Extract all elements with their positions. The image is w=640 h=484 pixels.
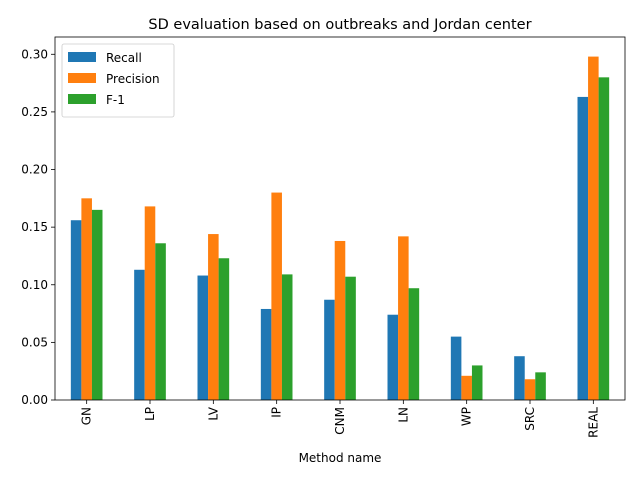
y-tick-label: 0.00 bbox=[21, 393, 48, 407]
bar-precision-lp bbox=[144, 206, 156, 400]
plot-area: 0.00 0.05 0.10 0.15 0.20 0.25 0.30 GN LP LV IP CNM L… bbox=[21, 36, 626, 438]
chart-title: SD evaluation based on outbreaks and Jor… bbox=[148, 17, 531, 33]
x-tick-label: SRC bbox=[523, 407, 537, 431]
bar-f1-src bbox=[535, 372, 546, 400]
bar-recall-ln bbox=[387, 314, 399, 400]
y-tick-label: 0.25 bbox=[21, 105, 48, 119]
x-axis-label: Method name bbox=[299, 451, 382, 465]
legend-label: Recall bbox=[106, 51, 142, 65]
y-tick-label: 0.05 bbox=[21, 335, 48, 349]
bar-precision-lv bbox=[208, 234, 219, 400]
bar-f1-ln bbox=[408, 288, 420, 400]
y-tick-label: 0.20 bbox=[21, 163, 48, 177]
x-tick-label: IP bbox=[270, 407, 284, 418]
bar-f1-real bbox=[598, 77, 610, 400]
bar-precision-ln bbox=[398, 236, 409, 400]
bar-f1-lv bbox=[218, 258, 230, 400]
bar-recall-lp bbox=[134, 269, 145, 400]
legend-swatch bbox=[68, 94, 96, 104]
x-tick-label: LN bbox=[396, 407, 410, 423]
bar-precision-ip bbox=[271, 192, 282, 400]
bar-precision-gn bbox=[81, 198, 92, 400]
y-tick-label: 0.30 bbox=[21, 47, 48, 61]
legend: Recall Precision F-1 bbox=[61, 43, 175, 118]
legend-label: Precision bbox=[106, 72, 160, 86]
bar-recall-lv bbox=[197, 275, 209, 400]
bar-f1-cnm bbox=[345, 276, 356, 400]
bar-precision-src bbox=[524, 379, 536, 400]
x-tick-label: REAL bbox=[586, 407, 600, 438]
y-tick-label: 0.10 bbox=[21, 278, 48, 292]
bar-f1-gn bbox=[91, 209, 103, 400]
bar-recall-real bbox=[577, 96, 589, 401]
bar-precision-real bbox=[588, 56, 599, 401]
bar-f1-ip bbox=[281, 274, 293, 400]
bar-recall-gn bbox=[70, 220, 82, 400]
bar-precision-wp bbox=[461, 375, 472, 400]
x-tick-label: LV bbox=[206, 406, 220, 420]
legend-label: F-1 bbox=[106, 93, 125, 107]
x-tick-label: CNM bbox=[333, 407, 347, 435]
bar-precision-cnm bbox=[334, 240, 346, 400]
bar-recall-src bbox=[514, 356, 525, 400]
bar-recall-wp bbox=[450, 336, 462, 400]
bar-f1-wp bbox=[471, 365, 483, 400]
bar-recall-ip bbox=[260, 308, 272, 400]
y-tick-label: 0.15 bbox=[21, 220, 48, 234]
bar-recall-cnm bbox=[324, 299, 335, 400]
bar-f1-lp bbox=[155, 243, 166, 400]
legend-swatch bbox=[68, 73, 96, 83]
legend-swatch bbox=[68, 52, 96, 62]
x-tick-label: WP bbox=[460, 407, 474, 426]
x-tick-label: GN bbox=[80, 407, 94, 425]
x-tick-label: LP bbox=[143, 407, 157, 421]
